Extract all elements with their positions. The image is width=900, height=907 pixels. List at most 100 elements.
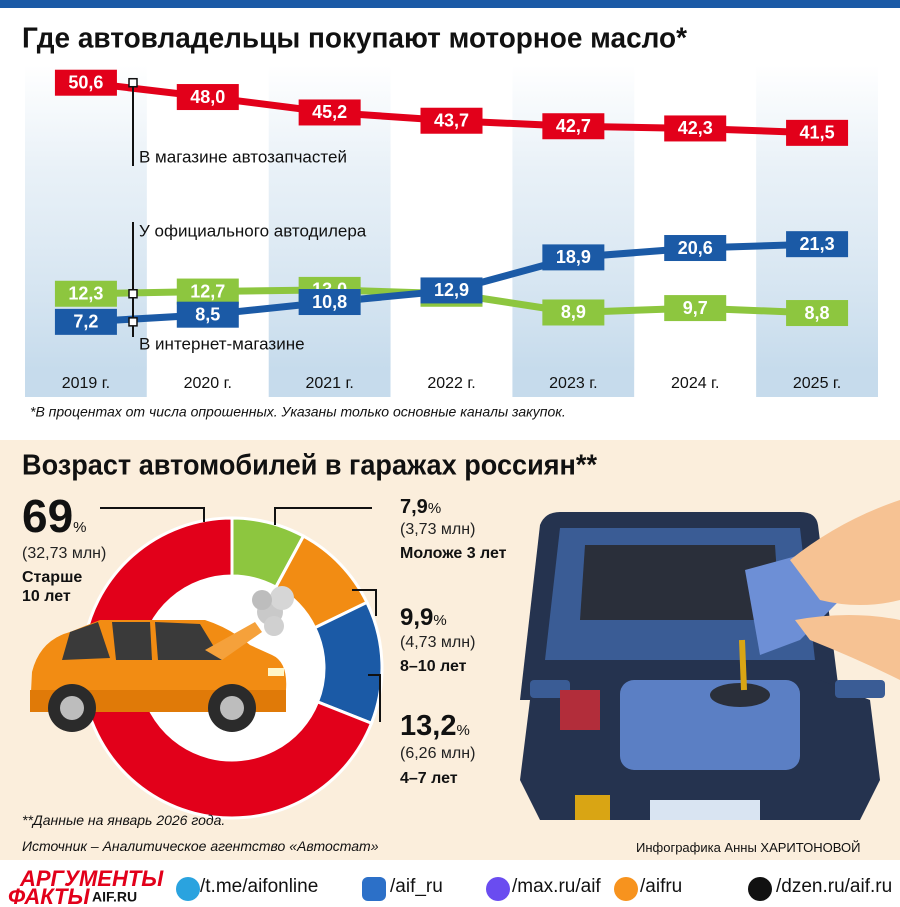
value-box <box>420 277 483 304</box>
car-illustration <box>30 586 294 732</box>
leader-lines <box>100 507 381 722</box>
chart-note: *В процентах от числа опрошенных. Указан… <box>30 404 566 420</box>
donut-segment <box>80 516 374 820</box>
value-box <box>54 69 117 96</box>
value-box <box>542 244 605 271</box>
logo-top: АРГУМЕНТЫ <box>19 866 164 891</box>
value-box <box>542 113 605 140</box>
social-link[interactable]: /max.ru/aif <box>512 876 601 897</box>
value-box <box>664 115 727 142</box>
percent: 7,9% <box>400 496 550 519</box>
series-name: У официального автодилера <box>139 221 367 240</box>
percent: 13,2% <box>400 710 550 743</box>
x-tick-label: 2024 г. <box>671 375 719 392</box>
x-band <box>756 370 878 397</box>
value-label: 20,6 <box>678 238 713 258</box>
value-box <box>786 300 849 327</box>
engine-illustration <box>520 500 900 820</box>
credit: Инфографика Анны ХАРИТОНОВОЙ <box>636 840 861 855</box>
value-label: 41,5 <box>800 123 835 143</box>
social-link[interactable]: /t.me/aifonline <box>200 876 319 897</box>
value-label: 43,7 <box>434 110 469 130</box>
segment-label: 13,2% (6,26 млн) 4–7 лет <box>400 710 550 788</box>
value-label: 8,9 <box>561 302 586 322</box>
count: (32,73 млн) <box>22 544 107 562</box>
percent: 9,9% <box>400 604 550 632</box>
social-link[interactable]: /aif_ru <box>390 876 443 897</box>
value-label: 50,6 <box>68 72 103 92</box>
segment-label: 7,9% (3,73 млн) Моложе 3 лет <box>400 496 550 564</box>
source: Источник – Аналитическое агентство «Авто… <box>22 838 379 854</box>
value-label: 48,0 <box>190 87 225 107</box>
connector-marker <box>128 77 138 88</box>
value-label: 10,8 <box>312 292 347 312</box>
value-label: 12,7 <box>190 281 225 301</box>
value-box <box>54 280 117 307</box>
value-label: 7,9 <box>400 496 428 518</box>
segment-label: 9,9% (4,73 млн) 8–10 лет <box>400 604 550 676</box>
count: (6,26 млн) <box>400 745 476 763</box>
value-label: 13,2 <box>400 710 457 742</box>
value-label: 8,5 <box>195 304 220 324</box>
value-label: 9,9 <box>400 604 434 631</box>
x-band <box>268 370 391 397</box>
value-box <box>786 231 849 258</box>
x-band <box>25 370 147 397</box>
connector-marker <box>128 317 138 327</box>
chart-title: Где автовладельцы покупают моторное масл… <box>22 23 688 55</box>
value-label: 8,8 <box>805 303 830 323</box>
value-box <box>420 107 483 134</box>
unit: % <box>73 519 87 536</box>
category: 4–7 лет <box>400 769 458 787</box>
value-box <box>298 99 361 126</box>
top-bar <box>0 0 900 8</box>
x-tick-label: 2022 г. <box>427 375 475 392</box>
value-label: 9,7 <box>683 298 708 318</box>
value-box <box>664 295 727 322</box>
value-label: 12,3 <box>68 284 103 304</box>
social-link[interactable]: /aifru <box>640 876 683 897</box>
percent: 69% <box>22 490 106 543</box>
line-chart: Где автовладельцы покупают моторное масл… <box>22 23 878 420</box>
x-band <box>634 370 757 397</box>
value-box <box>176 278 239 305</box>
value-box <box>664 235 727 262</box>
value-box <box>298 289 361 316</box>
series-name: В интернет-магазине <box>139 334 305 353</box>
logo-bottom: ФАКТЫ <box>8 884 90 907</box>
value-box <box>176 84 239 111</box>
value-box <box>54 308 117 335</box>
count: (3,73 млн) <box>400 521 476 538</box>
value-label: 45,2 <box>312 102 347 122</box>
logo-site: AIF.RU <box>92 889 137 905</box>
category: Старше 10 лет <box>22 569 83 605</box>
x-tick-label: 2020 г. <box>184 375 232 392</box>
category: 8–10 лет <box>400 657 467 675</box>
x-band <box>146 370 269 397</box>
count: (4,73 млн) <box>400 633 476 651</box>
x-tick-label: 2021 г. <box>305 375 353 392</box>
note: **Данные на январь 2026 года. <box>22 812 226 828</box>
unit: % <box>427 500 442 517</box>
value-label: 42,7 <box>556 116 591 136</box>
chart-title: Возраст автомобилей в гаражах россиян** <box>22 450 598 482</box>
segment-label: 69% (32,73 млн) Старше 10 лет <box>22 490 106 606</box>
footer-icons <box>176 877 772 901</box>
value-label: 18,9 <box>556 247 591 267</box>
social-link[interactable]: /dzen.ru/aif.ru <box>776 876 893 897</box>
series-name: В магазине автозапчастей <box>139 147 347 166</box>
value-label: 12,9 <box>434 280 469 300</box>
value-label: 21,3 <box>800 234 835 254</box>
x-tick-label: 2019 г. <box>62 375 110 392</box>
x-tick-label: 2023 г. <box>549 375 597 392</box>
category: Моложе 3 лет <box>400 545 507 563</box>
connector-marker <box>128 289 138 299</box>
x-band <box>390 370 513 397</box>
value-label: 69 <box>22 490 74 542</box>
value-box <box>542 299 605 326</box>
x-tick-label: 2025 г. <box>793 375 841 392</box>
unit: % <box>433 612 447 629</box>
value-box <box>786 119 849 146</box>
